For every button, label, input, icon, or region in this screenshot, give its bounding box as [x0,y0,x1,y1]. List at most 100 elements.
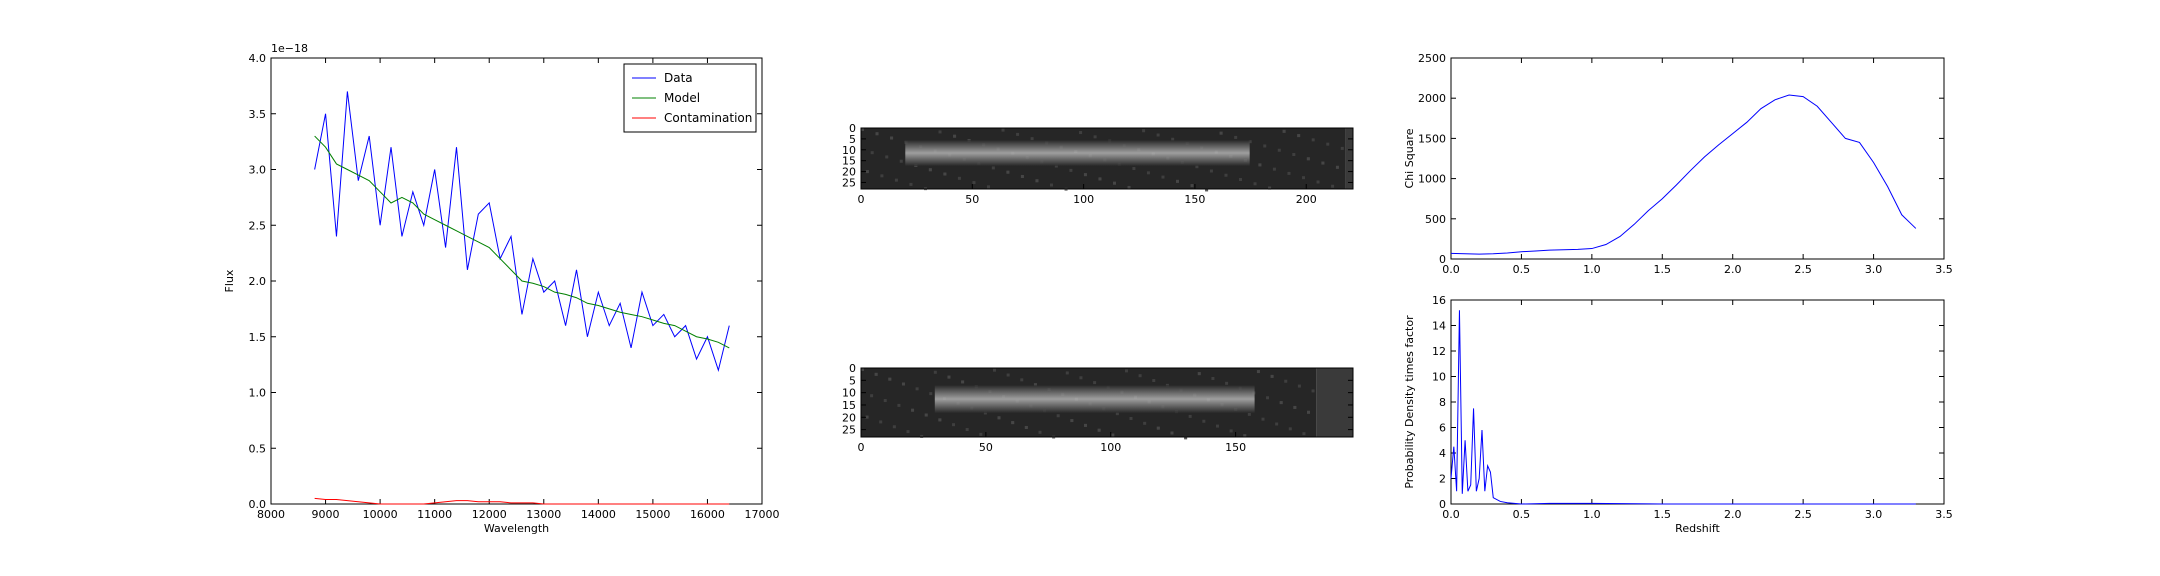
image-noise [1065,371,1069,375]
x-tick-label: 12000 [472,508,507,521]
y-tick-label: 6 [1439,422,1446,435]
axes-frame [1450,299,1945,505]
image-noise [1302,176,1306,180]
image-noise [1247,412,1251,416]
x-tick-label: 0.0 [1442,508,1460,521]
y-tick-label: 0 [849,362,856,375]
y-tick-label: 3.0 [249,164,267,177]
image-noise [861,368,864,371]
image-noise [979,432,983,436]
y-tick-label: 4 [1439,447,1446,460]
image-noise [1306,410,1310,414]
y-tick-label: 20 [842,166,856,179]
image-noise [1170,431,1174,435]
image-noise [1033,383,1037,387]
series-line [314,497,730,505]
image-noise [879,420,883,424]
image-noise [1331,184,1335,188]
image-noise [1316,180,1320,184]
image-noise [885,155,889,159]
image-noise [1306,157,1310,161]
legend-label: Data [664,71,693,85]
image-noise [1288,427,1292,431]
image-noise [929,392,933,396]
image-noise [1038,430,1042,434]
image-noise [997,416,1001,420]
y-tick-label: 8 [1439,396,1446,409]
x-tick-label: 0.5 [1513,508,1531,521]
image-noise [1209,169,1213,173]
x-tick-label: 150 [1184,193,1205,206]
image-noise [1115,412,1119,416]
x-tick-label: 8000 [257,508,285,521]
x-tick-label: 13000 [526,508,561,521]
image-noise [1215,424,1219,428]
x-tick-label: 16000 [690,508,725,521]
image-noise [1006,373,1010,377]
y-axis-label: Probability Density times factor [1403,315,1416,489]
image-noise [880,174,884,178]
image-noise [1268,186,1272,190]
y-tick-label: 0.0 [249,498,267,511]
image-noise [899,159,903,163]
image-noise [1079,376,1083,380]
x-tick-label: 2.0 [1724,263,1742,276]
image-noise [874,372,878,376]
image-padding [1345,128,1353,189]
image-noise [1156,426,1160,430]
image-noise [991,166,995,170]
image-noise [987,185,991,189]
image-noise [875,132,879,136]
x-tick-label: 1.0 [1583,263,1601,276]
y-tick-label: 0 [1439,253,1446,266]
image-noise [1190,184,1194,188]
image-noise [1340,146,1344,150]
image-noise [1050,183,1054,187]
image-noise [933,370,937,374]
image-padding [1316,368,1353,437]
image-noise [1161,175,1165,179]
image-noise [957,176,961,180]
y-tick-label: 0 [849,122,856,135]
y-tick-label: 25 [842,424,856,437]
image-noise [1297,134,1301,138]
x-tick-label: 2.5 [1794,508,1812,521]
image-noise [1335,165,1339,169]
image-noise [1266,396,1270,400]
y-axis-label: Flux [223,269,236,292]
y-tick-label: 15 [842,399,856,412]
image-noise [943,172,947,176]
image-noise [924,413,928,417]
image-noise [983,411,987,415]
trace-band [934,385,1255,413]
x-tick-label: 0 [858,441,865,454]
image-noise [1224,173,1228,177]
image-noise [938,418,942,422]
image-noise [965,428,969,432]
image-noise [1248,140,1252,144]
image-noise [1006,170,1010,174]
y-tick-label: 15 [842,155,856,168]
image-noise [1253,182,1257,186]
image-noise [865,415,869,419]
y-tick-label: 2500 [1418,52,1446,65]
x-tick-label: 10000 [363,508,398,521]
image-noise [1070,419,1074,423]
legend-label: Contamination [664,111,752,125]
image-noise [892,425,896,429]
image-noise [1138,374,1142,378]
x-axis-label: Wavelength [484,522,549,535]
image-noise [1054,164,1058,168]
image-noise [870,394,874,398]
image-noise [1113,181,1117,185]
image-noise [1184,436,1188,440]
x-tick-label: 14000 [581,508,616,521]
x-tick-label: 2.0 [1724,508,1742,521]
legend-label: Model [664,91,700,105]
legend-box [623,63,757,133]
image-noise [861,128,864,131]
image-noise [992,368,996,372]
image-noise [1243,434,1247,438]
image-noise [1176,179,1180,183]
image-noise [938,130,942,134]
